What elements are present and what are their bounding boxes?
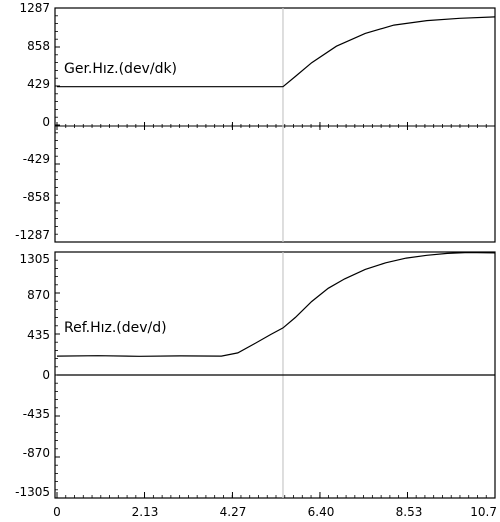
y-tick-label: 858: [27, 39, 50, 53]
x-tick-label: 2.13: [132, 505, 159, 519]
series-line-0-0: [57, 16, 496, 88]
x-tick-label: 10.7: [470, 505, 497, 519]
bottom-series-label: Ref.Hız.(dev/d): [64, 320, 167, 336]
x-tick-label: 0: [53, 505, 61, 519]
series-line-1-0: [56, 251, 496, 357]
y-tick-label: 870: [27, 288, 50, 302]
y-tick-label: -1305: [15, 485, 50, 499]
y-tick-label: -435: [23, 407, 50, 421]
y-tick-label: 0: [42, 368, 50, 382]
y-tick-label: 429: [27, 77, 50, 91]
y-tick-label: -429: [23, 152, 50, 166]
y-tick-label: -858: [23, 190, 50, 204]
top-y-axis: 1287 858 429 0 -429 -858 -1287: [15, 1, 50, 242]
x-tick-label: 6.40: [308, 505, 335, 519]
top-series-label: Ger.Hız.(dev/dk): [64, 61, 177, 77]
top-panel-frame: [54, 7, 496, 243]
y-tick-label: 435: [27, 328, 50, 342]
y-tick-label: -1287: [15, 228, 50, 242]
tick-marks: [55, 7, 496, 499]
y-tick-label: -870: [23, 446, 50, 460]
series-lines: [56, 8, 496, 498]
y-tick-label: 1305: [19, 252, 50, 266]
x-tick-label: 8.53: [396, 505, 423, 519]
y-tick-label: 1287: [19, 1, 50, 15]
x-axis: 0 2.13 4.27 6.40 8.53 10.7: [53, 505, 497, 519]
bottom-y-axis: 1305 870 435 0 -435 -870 -1305: [15, 252, 50, 499]
y-tick-label: 0: [42, 115, 50, 129]
x-tick-label: 4.27: [220, 505, 247, 519]
